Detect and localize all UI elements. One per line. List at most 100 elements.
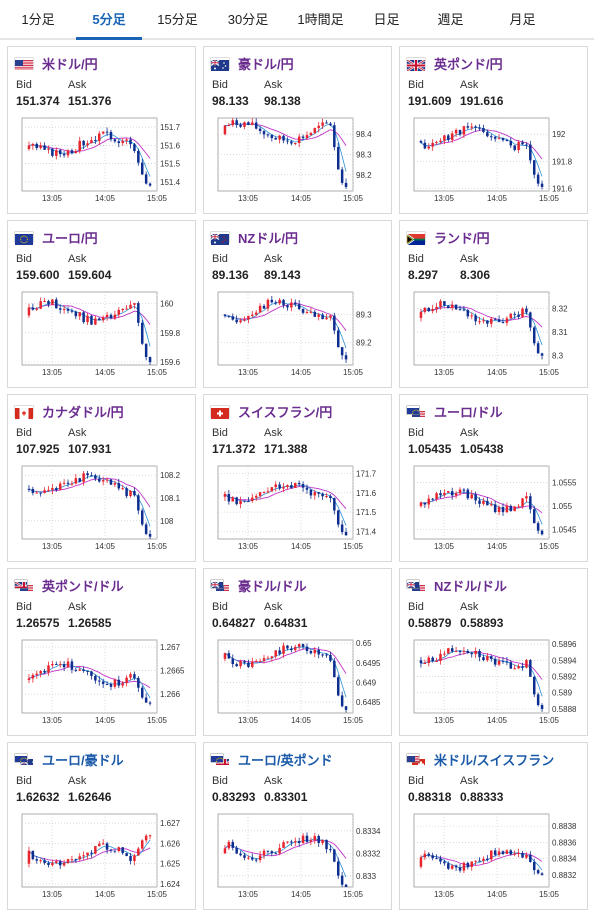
rate-card[interactable]: ユーロ/豪ドル Bid Ask 1.62632 1.62646 13:05 14:05 15:… [7,742,196,910]
candle-body [435,858,438,860]
rate-card[interactable]: ユーロ/ドル Bid Ask 1.05435 1.05438 13:05 14:05 15:0… [399,394,588,562]
candle-body [82,140,85,146]
pair-name[interactable]: 英ポンド/円 [434,56,503,72]
rate-card[interactable]: ユーロ/円 Bid Ask 159.600 159.604 13:05 14:05 15:05… [7,220,196,388]
candle-body [443,492,446,496]
y-tick-label: 0.649 [356,678,377,687]
candle-body [90,140,93,144]
chart-area[interactable]: 13:05 14:05 15:05 0.5896 0.5894 0.5892 0.589 0.… [406,635,582,735]
candle-body [98,843,101,847]
chart-area[interactable]: 13:05 14:05 15:05 160 159.8 159.6 [14,287,190,387]
pair-name[interactable]: ユーロ/円 [42,230,98,246]
tab-5[interactable]: 日足 [373,12,400,27]
candle-body [336,510,340,525]
tab-3[interactable]: 30分足 [227,12,269,27]
candle-body [427,146,431,149]
chart-area[interactable]: 13:05 14:05 15:05 1.627 1.626 1.625 1.624 [14,809,190,909]
candle-body [243,661,246,663]
chart-area[interactable]: 13:05 14:05 15:05 1.0555 1.055 1.0545 [406,461,582,561]
tab-7[interactable]: 月足 [509,12,536,27]
chart-area[interactable]: 13:05 14:05 15:05 0.8838 0.8836 0.8834 0.8832 [406,809,582,909]
chart-area[interactable]: 13:05 14:05 15:05 0.8334 0.8332 0.833 [210,809,386,909]
rate-card[interactable]: ユーロ/英ポンド Bid Ask 0.83293 0.83301 13:05 14:05 15… [203,742,392,910]
x-tick-label: 15:05 [539,716,560,725]
tab-6[interactable]: 週足 [437,12,464,27]
candle-body [423,307,427,312]
candle-body [309,311,313,313]
pair-name[interactable]: 米ドル/スイスフラン [434,752,555,768]
candle-body [70,661,74,670]
candle-body [447,648,450,654]
chart-area[interactable]: 13:05 14:05 15:05 0.65 0.6495 0.649 0.6485 [210,635,386,735]
rate-card[interactable]: 豪ドル/ドル Bid Ask 0.64827 0.64831 13:05 14:05 15:0… [203,568,392,736]
pair-name[interactable]: スイスフラン/円 [238,404,333,420]
chart-area[interactable]: 13:05 14:05 15:05 1.267 1.2665 1.266 [14,635,190,735]
y-tick-label: 191.8 [552,157,573,166]
rate-card[interactable]: NZドル/ドル Bid Ask 0.58879 0.58893 13:05 14:05 15:… [399,568,588,736]
candle-body [344,884,348,887]
pair-name[interactable]: 豪ドル/ドル [238,578,307,594]
candle-body [278,484,281,489]
candle-body [251,122,254,125]
pair-name[interactable]: 米ドル/円 [42,56,98,72]
rate-card[interactable]: 米ドル/スイスフラン Bid Ask 0.88318 0.88333 13:05 14:05… [399,742,588,910]
pair-name[interactable]: NZドル/円 [238,230,298,246]
tab-2[interactable]: 15分足 [157,12,198,27]
plot-frame [217,291,354,366]
candle-body [317,314,320,317]
candle-body [148,835,152,837]
candle-body [144,174,148,184]
chart-area[interactable]: 13:05 14:05 15:05 171.7 171.6 171.5 171.4 [210,461,386,561]
rate-card[interactable]: スイスフラン/円 Bid Ask 171.372 171.388 13:05 14:05 15… [203,394,392,562]
pair-name[interactable]: カナダドル/円 [42,404,124,420]
candle-body [27,307,31,316]
tab-1[interactable]: 5分足 [76,0,142,40]
pair-name[interactable]: 英ポンド/ドル [42,578,124,594]
pair-name[interactable]: 豪ドル/円 [238,56,294,72]
bid-value: 0.64827 [212,616,256,630]
chart-area[interactable]: 13:05 14:05 15:05 151.7 151.6 151.5 151.4 [14,113,190,213]
chart-area[interactable]: 13:05 14:05 15:05 108.2 108.1 108 [14,461,190,561]
candle-body [274,484,277,488]
candle-body [55,664,58,666]
rate-card[interactable]: ランド/円 Bid Ask 8.297 8.306 13:05 14:05 15:05 8.32… [399,220,588,388]
ask-label: Ask [264,775,283,787]
flag-icon [406,58,426,72]
rate-card[interactable]: カナダドル/円 Bid Ask 107.925 107.931 13:05 14:05 15:… [7,394,196,562]
pair-name[interactable]: NZドル/ドル [434,578,507,594]
candle-body [321,654,324,656]
short-average-line [28,475,151,527]
chart-area[interactable]: 13:05 14:05 15:05 192 191.8 191.6 [406,113,582,213]
pair-name[interactable]: ユーロ/ドル [434,404,503,420]
plot-frame [21,813,158,888]
bid-value: 191.609 [408,94,452,108]
candle-body [454,650,458,652]
rate-card[interactable]: NZドル/円 Bid Ask 89.136 89.143 13:05 14:05 15:05 8… [203,220,392,388]
chart-area[interactable]: 13:05 14:05 15:05 8.32 8.31 8.3 [406,287,582,387]
candle-body [458,489,462,494]
candle-body [39,671,42,674]
y-tick-label: 89.2 [356,339,372,348]
tab-4[interactable]: 1時間足 [297,12,344,27]
candle-body [125,139,128,141]
candle-body [148,356,152,363]
chart-area[interactable]: 13:05 14:05 15:05 98.4 98.3 98.2 [210,113,386,213]
candle-body [140,510,144,525]
tab-0[interactable]: 1分足 [21,12,55,27]
pair-name[interactable]: ランド/円 [434,230,490,246]
y-tick-label: 1.0545 [552,526,577,535]
pair-name[interactable]: ユーロ/英ポンド [238,752,333,768]
candle-body [227,841,231,849]
candle-body [140,840,144,849]
candle-body [317,125,320,129]
candle-body [509,140,513,146]
x-tick-label: 15:05 [343,890,364,899]
rate-card[interactable]: 豪ドル/円 Bid Ask 98.133 98.138 13:05 14:05 15:05 98… [203,46,392,214]
ask-value: 159.604 [68,268,112,282]
rate-card[interactable]: 英ポンド/ドル Bid Ask 1.26575 1.26585 13:05 14:05 15:… [7,568,196,736]
rate-card[interactable]: 英ポンド/円 Bid Ask 191.609 191.616 13:05 14:05 15:0… [399,46,588,214]
chart-area[interactable]: 13:05 14:05 15:05 89.3 89.2 [210,287,386,387]
candle-body [431,142,434,147]
rate-card[interactable]: 米ドル/円 Bid Ask 151.374 151.376 13:05 14:05 15:05… [7,46,196,214]
pair-name[interactable]: ユーロ/豪ドル [42,752,124,768]
